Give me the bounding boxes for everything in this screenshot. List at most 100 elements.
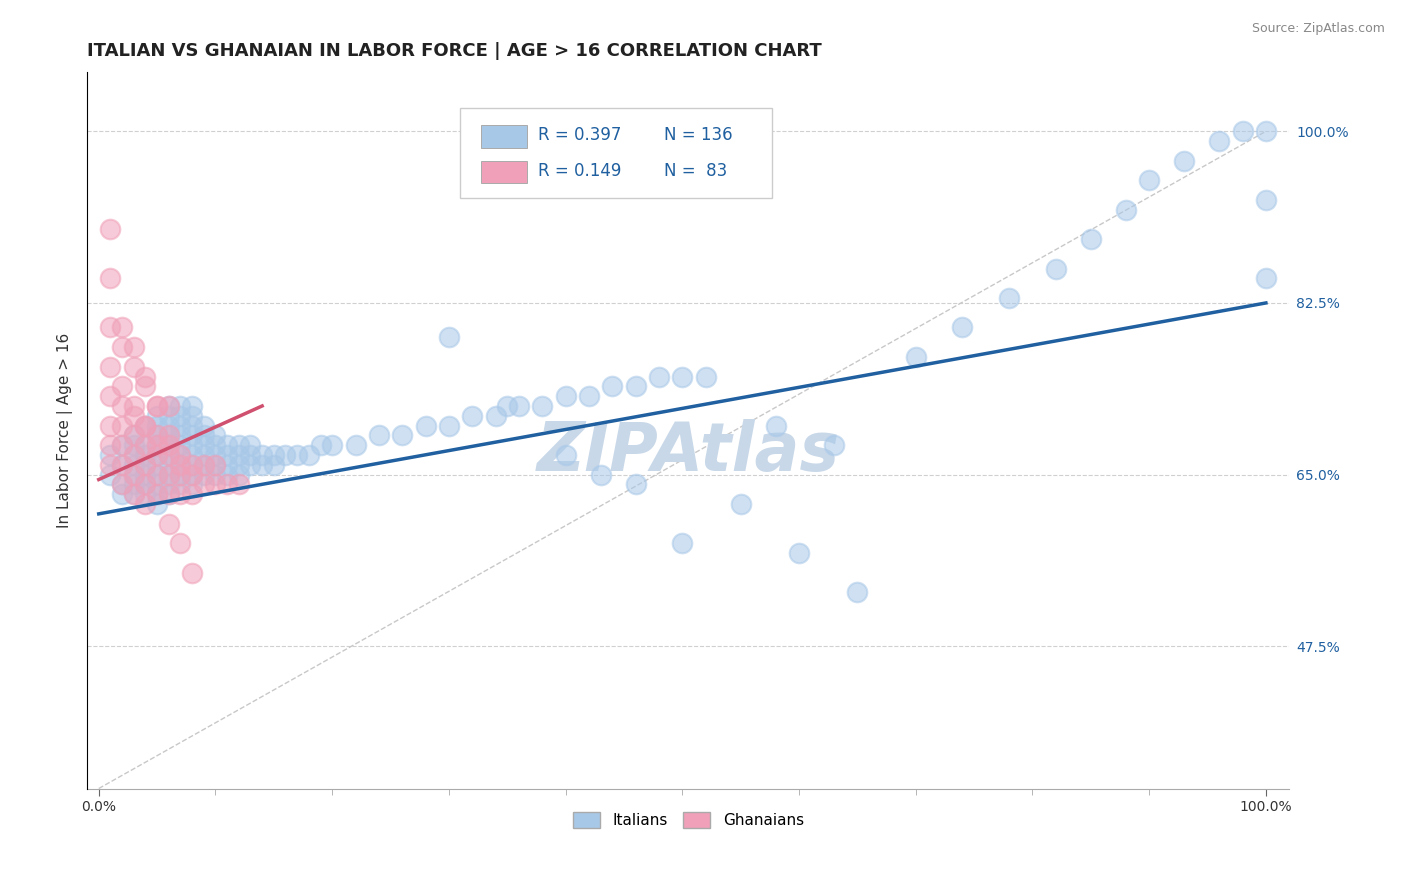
- Point: [952, 320, 974, 334]
- Point: [134, 369, 156, 384]
- Point: [998, 291, 1021, 305]
- Point: [134, 477, 156, 491]
- Point: [181, 467, 204, 482]
- Point: [239, 458, 262, 472]
- Point: [1080, 232, 1102, 246]
- Point: [1137, 173, 1160, 187]
- Point: [111, 458, 134, 472]
- Point: [1115, 202, 1137, 217]
- Point: [181, 487, 204, 501]
- Point: [181, 428, 204, 442]
- Point: [134, 379, 156, 393]
- Point: [181, 566, 204, 580]
- Point: [111, 418, 134, 433]
- Point: [122, 467, 145, 482]
- Point: [169, 448, 191, 462]
- Point: [298, 448, 321, 462]
- Point: [228, 448, 250, 462]
- Point: [157, 399, 180, 413]
- Point: [122, 448, 145, 462]
- Point: [100, 467, 122, 482]
- Point: [217, 458, 239, 472]
- Point: [1173, 153, 1195, 168]
- Point: [111, 340, 134, 354]
- Point: [122, 448, 145, 462]
- Point: [765, 418, 787, 433]
- Point: [146, 477, 169, 491]
- Point: [730, 497, 752, 511]
- Point: [100, 448, 122, 462]
- Point: [146, 448, 169, 462]
- Point: [181, 477, 204, 491]
- Point: [263, 448, 285, 462]
- Point: [204, 428, 226, 442]
- Point: [122, 438, 145, 452]
- Point: [122, 340, 145, 354]
- Point: [600, 379, 623, 393]
- Point: [157, 438, 180, 452]
- Point: [217, 438, 239, 452]
- Text: N =  83: N = 83: [664, 162, 727, 180]
- Point: [1045, 261, 1067, 276]
- Point: [134, 467, 156, 482]
- Point: [146, 409, 169, 423]
- Point: [146, 458, 169, 472]
- Point: [146, 467, 169, 482]
- Point: [204, 458, 226, 472]
- Point: [146, 497, 169, 511]
- Point: [823, 438, 845, 452]
- Point: [169, 458, 191, 472]
- Point: [904, 350, 927, 364]
- Point: [228, 477, 250, 491]
- Point: [554, 448, 576, 462]
- Point: [146, 467, 169, 482]
- Point: [344, 438, 367, 452]
- Point: [122, 458, 145, 472]
- FancyBboxPatch shape: [481, 161, 527, 184]
- Point: [193, 458, 215, 472]
- Point: [437, 330, 460, 344]
- Point: [787, 546, 810, 560]
- Point: [122, 399, 145, 413]
- Point: [134, 458, 156, 472]
- Point: [181, 418, 204, 433]
- Point: [157, 428, 180, 442]
- Point: [146, 418, 169, 433]
- Point: [193, 438, 215, 452]
- Point: [100, 359, 122, 374]
- Point: [146, 487, 169, 501]
- Point: [146, 438, 169, 452]
- Point: [122, 467, 145, 482]
- Text: Source: ZipAtlas.com: Source: ZipAtlas.com: [1251, 22, 1385, 36]
- Point: [1254, 271, 1277, 285]
- Point: [484, 409, 506, 423]
- Point: [1232, 124, 1254, 138]
- Point: [122, 487, 145, 501]
- Point: [134, 438, 156, 452]
- Point: [204, 438, 226, 452]
- Point: [239, 448, 262, 462]
- Point: [169, 536, 191, 550]
- Point: [134, 487, 156, 501]
- Point: [624, 477, 647, 491]
- Point: [157, 487, 180, 501]
- Point: [146, 428, 169, 442]
- Point: [496, 399, 519, 413]
- Point: [100, 418, 122, 433]
- Point: [146, 448, 169, 462]
- Point: [146, 399, 169, 413]
- Text: N = 136: N = 136: [664, 127, 733, 145]
- Text: R = 0.149: R = 0.149: [538, 162, 621, 180]
- Point: [134, 418, 156, 433]
- Point: [169, 487, 191, 501]
- Point: [1254, 124, 1277, 138]
- Point: [157, 438, 180, 452]
- Point: [157, 487, 180, 501]
- Point: [624, 379, 647, 393]
- Point: [193, 428, 215, 442]
- Point: [157, 409, 180, 423]
- Point: [1254, 193, 1277, 207]
- Point: [285, 448, 308, 462]
- Point: [367, 428, 389, 442]
- Point: [508, 399, 530, 413]
